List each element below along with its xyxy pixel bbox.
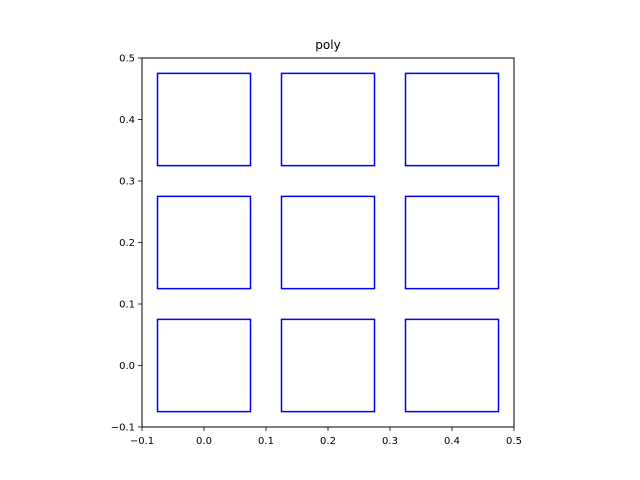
polygon-square-5 [280, 195, 376, 290]
y-tick-label: −0.1 [111, 423, 135, 434]
polygon-square-9 [404, 72, 500, 167]
x-tick-label: 0.4 [444, 436, 460, 447]
y-tick-label: 0.3 [119, 177, 135, 188]
y-tick-label: 0.5 [119, 54, 135, 65]
polygon-square-3 [404, 318, 500, 413]
x-tick-label: 0.3 [382, 436, 398, 447]
x-tick-label: −0.1 [130, 436, 154, 447]
polygon-square-6 [404, 195, 500, 290]
y-tick-label: 0.2 [119, 238, 135, 249]
polygon-series [156, 72, 500, 413]
y-tick-label: 0.1 [119, 300, 135, 311]
x-axis: −0.1 0.0 0.1 0.2 0.3 0.4 0.5 [130, 427, 522, 447]
polygon-square-4 [156, 195, 252, 290]
y-tick-label: 0.4 [119, 115, 135, 126]
y-tick-label: 0.0 [119, 361, 135, 372]
polygon-square-2 [280, 318, 376, 413]
polygon-square-1 [156, 318, 252, 413]
polygon-square-7 [156, 72, 252, 167]
x-tick-label: 0.1 [258, 436, 274, 447]
polygon-square-8 [280, 72, 376, 167]
x-tick-label: 0.5 [506, 436, 522, 447]
plot-area-frame [141, 57, 515, 428]
chart-title: poly [315, 38, 340, 52]
x-tick-label: 0.0 [196, 436, 212, 447]
y-axis: −0.1 0.0 0.1 0.2 0.3 0.4 0.5 [111, 54, 142, 434]
x-tick-label: 0.2 [320, 436, 336, 447]
